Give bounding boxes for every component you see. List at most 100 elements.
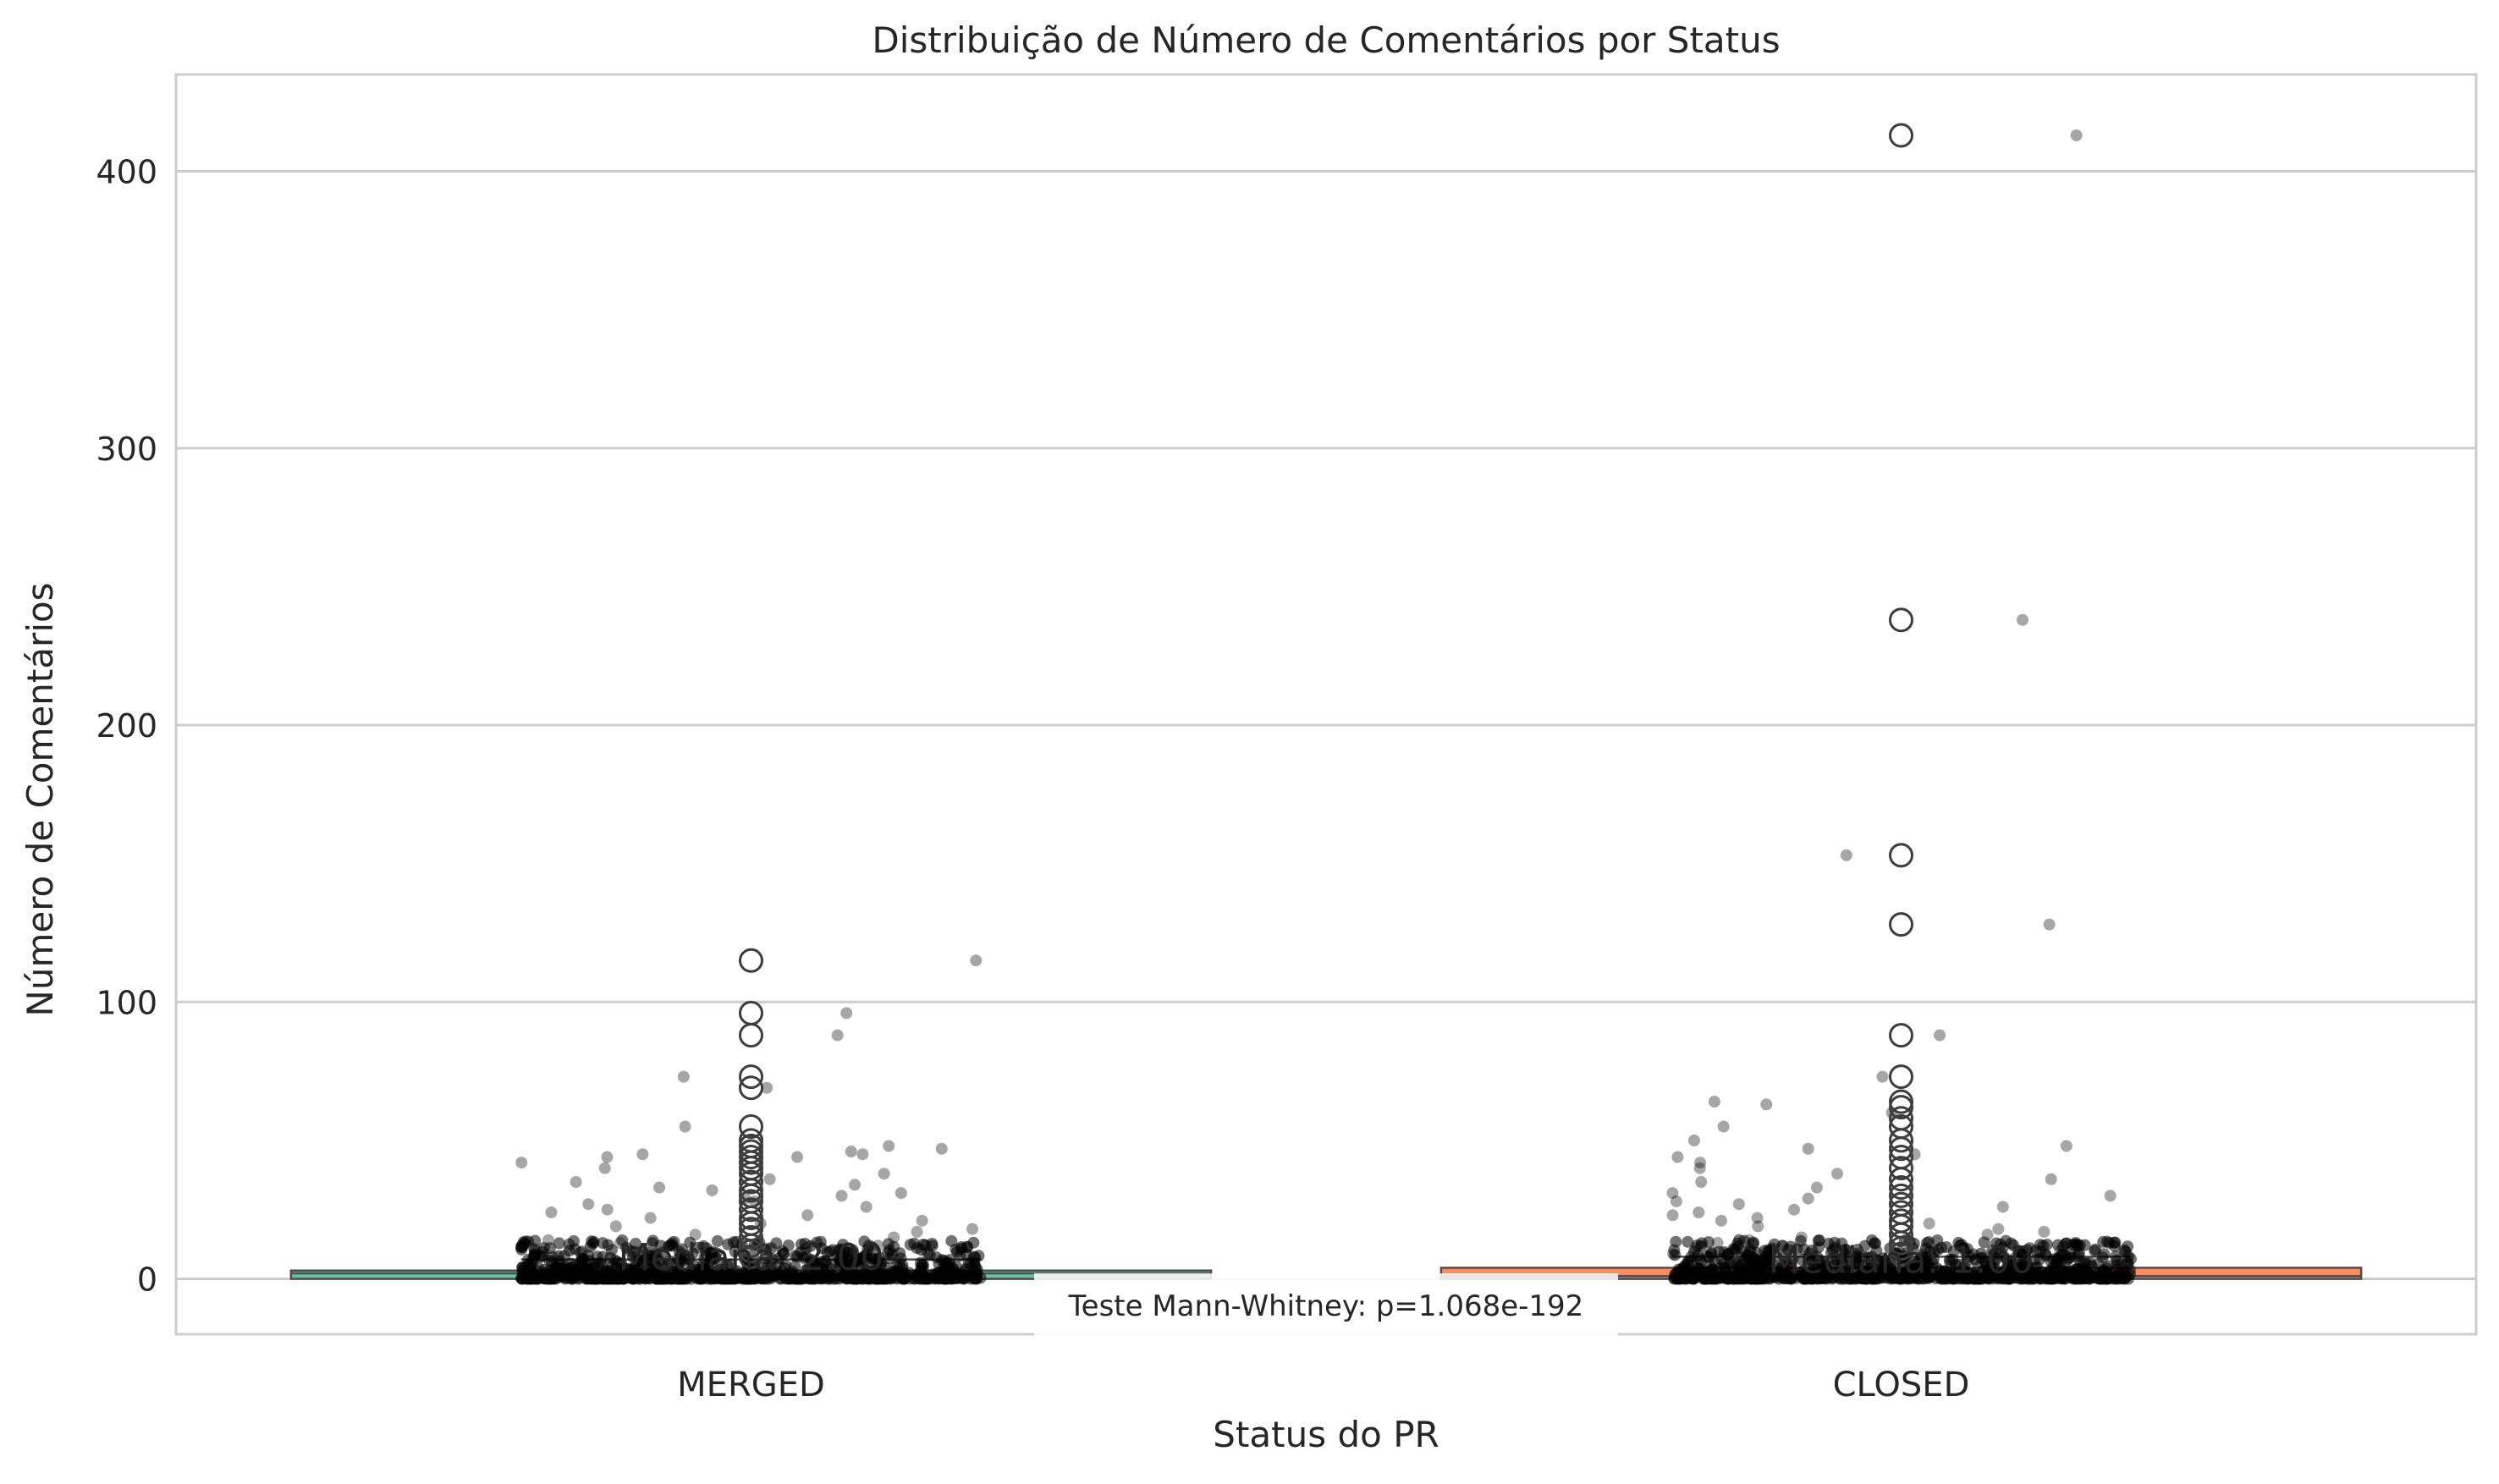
strip-point (888, 1231, 900, 1244)
strip-point (939, 1264, 951, 1277)
strip-point (872, 1239, 884, 1252)
strip-point (870, 1253, 883, 1266)
strip-point (1695, 1176, 1708, 1189)
strip-point (1719, 1261, 1731, 1274)
strip-point (2068, 1239, 2081, 1251)
strip-point (961, 1241, 974, 1254)
strip-point (715, 1272, 728, 1285)
strip-point (878, 1168, 890, 1180)
strip-point (1813, 1254, 1825, 1267)
strip-point (1671, 1151, 1684, 1163)
strip-point (581, 1272, 593, 1284)
strip-point (576, 1245, 589, 1257)
strip-point (1990, 1237, 2002, 1250)
strip-point (2051, 1239, 2064, 1251)
strip-point (1667, 1248, 1680, 1261)
strip-point (1946, 1265, 1959, 1278)
strip-point (855, 1252, 867, 1265)
strip-point (647, 1234, 659, 1247)
strip-point (2023, 1272, 2036, 1285)
strip-point (1693, 1206, 1705, 1219)
strip-point (935, 1142, 948, 1155)
strip-point (1732, 1198, 1745, 1211)
strip-point (1705, 1263, 1718, 1276)
strip-point (2058, 1270, 2071, 1283)
strip-point (1700, 1272, 1713, 1285)
strip-point (636, 1148, 649, 1161)
strip-point (858, 1235, 871, 1248)
strip-point (930, 1251, 943, 1264)
outlier-closed (1889, 1114, 1913, 1140)
x-tick-label: CLOSED (1833, 1366, 1970, 1404)
strip-point (2083, 1256, 2096, 1269)
strip-point (1751, 1246, 1764, 1259)
strip-point (1795, 1231, 1808, 1244)
strip-point (597, 1237, 609, 1250)
strip-point (1708, 1096, 1720, 1108)
strip-point (1840, 849, 1852, 861)
strip-point (1693, 1162, 1706, 1174)
strip-point (839, 1272, 851, 1284)
outlier-merged (739, 1244, 763, 1269)
strip-point (1799, 1272, 1812, 1285)
outlier-closed (1889, 1241, 1913, 1267)
outlier-merged (739, 1197, 763, 1223)
strip-point (711, 1234, 724, 1247)
strip-point (916, 1258, 929, 1271)
strip-point (563, 1238, 575, 1250)
strip-point (969, 1272, 982, 1285)
strip-point (1802, 1142, 1814, 1155)
strip-point (2000, 1234, 2012, 1247)
strip-point (519, 1235, 531, 1248)
strip-point (550, 1261, 563, 1273)
outlier-merged (739, 1023, 763, 1048)
strip-point (640, 1272, 652, 1284)
x-tick-labels: MERGED CLOSED (677, 1366, 1969, 1404)
strip-point (1796, 1254, 1808, 1267)
strip-point (716, 1258, 729, 1271)
outlier-closed (1889, 607, 1913, 633)
strip-point (1692, 1262, 1704, 1275)
strip-point (2045, 1173, 2057, 1185)
strip-point (1879, 1254, 1891, 1267)
strip-point (763, 1173, 776, 1185)
strip-point (644, 1212, 657, 1224)
strip-point (969, 1261, 982, 1273)
outlier-closed (1889, 1156, 1913, 1181)
strip-point (545, 1206, 558, 1219)
strip-point (837, 1239, 850, 1251)
y-axis-label: Número de Comentários (19, 582, 61, 1016)
annotation-text: Teste Mann-Whitney: p=1.068e-192 (1068, 1289, 1584, 1323)
strip-point (582, 1198, 595, 1211)
outlier-closed (1889, 123, 1913, 148)
chart-title: Distribuição de Número de Comentários po… (872, 19, 1780, 61)
strip-point (2056, 1249, 2069, 1261)
strip-point (2118, 1244, 2131, 1256)
y-tick-label: 200 (96, 707, 157, 745)
strip-point (837, 1249, 850, 1261)
median-label-closed: Mediana: 1.00 (1769, 1239, 2034, 1282)
strip-point (1783, 1261, 1796, 1274)
annotation-background (1034, 1273, 1618, 1337)
strip-point (2038, 1225, 2050, 1238)
strip-point (822, 1271, 834, 1283)
strip-point (778, 1247, 790, 1260)
strip-point (1776, 1239, 1789, 1252)
strip-point (2039, 1250, 2052, 1262)
strip-point (2100, 1235, 2113, 1248)
strip-point (598, 1162, 611, 1174)
strip-point (761, 1252, 773, 1265)
outlier-closed (1889, 912, 1913, 937)
strip-point (2029, 1245, 2042, 1257)
strip-point (883, 1140, 895, 1152)
strip-point (761, 1081, 773, 1094)
strip-point (1736, 1272, 1748, 1284)
strip-point (692, 1270, 705, 1283)
strip-point (2045, 1271, 2058, 1283)
strip-point (845, 1146, 857, 1158)
outlier-merged (739, 1217, 763, 1242)
strip-point (1981, 1228, 1994, 1241)
outlier-closed (1889, 1145, 1913, 1170)
strip-point (1790, 1272, 1803, 1284)
outlier-closed (1889, 1200, 1913, 1225)
